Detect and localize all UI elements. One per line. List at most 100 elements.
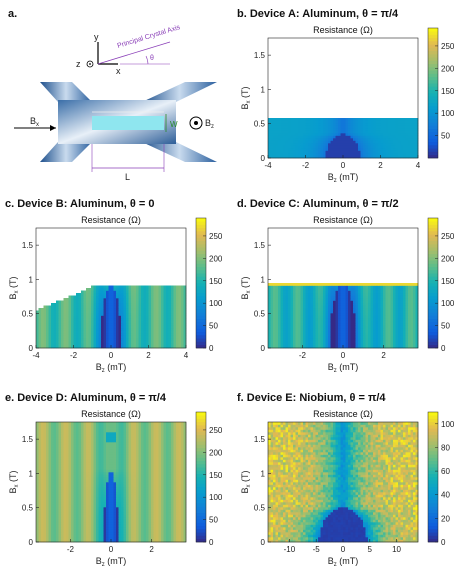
heatmap-cell xyxy=(103,315,107,319)
heatmap-cell xyxy=(363,330,366,334)
heatmap-cell xyxy=(56,310,59,314)
plot-title: Resistance (Ω) xyxy=(81,409,141,419)
heatmap-cell xyxy=(168,524,172,528)
heatmap-cell xyxy=(71,509,74,513)
heatmap-cell xyxy=(146,517,149,520)
heatmap-cell xyxy=(305,325,309,329)
heatmap-cell xyxy=(151,512,154,515)
heatmap-cell xyxy=(273,338,276,341)
heatmap-cell xyxy=(328,335,331,339)
heatmap-cell xyxy=(290,140,294,144)
heatmap-cell xyxy=(373,120,376,124)
heatmap-cell xyxy=(123,529,127,533)
heatmap-cell xyxy=(101,514,104,518)
heatmap-cell xyxy=(280,303,284,306)
colorbar-segment xyxy=(428,76,438,81)
heatmap-cell xyxy=(308,143,311,146)
heatmap-cell xyxy=(126,288,129,291)
heatmap-cell xyxy=(275,143,279,146)
heatmap-cell xyxy=(313,290,316,294)
heatmap-cell xyxy=(290,293,294,296)
heatmap-cell xyxy=(53,512,57,515)
heatmap-cell xyxy=(328,140,331,144)
heatmap-cell xyxy=(295,310,299,314)
heatmap-cell xyxy=(51,517,54,520)
heatmap-cell xyxy=(143,323,147,326)
heatmap-cell xyxy=(383,120,386,124)
heatmap-cell xyxy=(58,335,62,339)
heatmap-cell xyxy=(313,138,316,141)
heatmap-cell xyxy=(78,338,82,341)
heatmap-cell xyxy=(405,140,409,144)
heatmap-cell xyxy=(98,315,102,319)
heatmap-cell xyxy=(360,143,364,146)
heatmap-cell xyxy=(78,517,82,520)
heatmap-cell xyxy=(318,130,321,134)
heatmap-cell xyxy=(378,290,381,294)
heatmap-cell xyxy=(171,519,174,523)
heatmap-cell xyxy=(365,135,369,139)
heatmap-cell xyxy=(81,514,84,518)
heatmap-cell xyxy=(328,303,331,306)
heatmap-cell xyxy=(390,340,394,344)
heatmap-cell xyxy=(323,335,326,339)
heatmap-cell xyxy=(98,532,102,535)
heatmap-cell xyxy=(375,145,379,149)
heatmap-cell xyxy=(63,512,67,515)
heatmap-cell xyxy=(138,532,142,535)
heatmap-cell xyxy=(173,340,177,344)
heatmap-cell xyxy=(360,118,364,121)
heatmap-cell xyxy=(98,330,102,334)
heatmap-cell xyxy=(305,330,309,334)
heatmap-cell xyxy=(408,125,411,129)
heatmap-cell xyxy=(385,143,389,146)
heatmap-cell xyxy=(96,514,99,518)
heatmap-cell xyxy=(153,539,157,543)
colorbar-segment xyxy=(428,145,438,149)
heatmap-cell xyxy=(156,288,159,291)
heatmap-cell xyxy=(388,290,391,294)
heatmap-cell xyxy=(408,148,411,151)
heatmap-cell xyxy=(93,343,97,346)
heatmap-cell xyxy=(385,145,389,149)
heatmap-cell xyxy=(318,318,321,321)
heatmap-cell xyxy=(323,345,326,349)
heatmap-cell xyxy=(71,335,74,339)
heatmap-cell xyxy=(91,315,94,319)
heatmap-cell xyxy=(166,514,169,518)
heatmap-cell xyxy=(173,522,177,525)
heatmap-cell xyxy=(373,320,376,324)
heatmap-cell xyxy=(178,519,182,523)
heatmap-cell xyxy=(375,318,379,321)
heatmap-cell xyxy=(335,318,339,321)
heatmap-cell xyxy=(161,315,164,319)
heatmap-cell xyxy=(138,527,142,530)
heatmap-cell xyxy=(273,345,276,349)
heatmap-cell xyxy=(375,335,379,339)
heatmap-cell xyxy=(118,315,122,319)
heatmap-cell xyxy=(310,298,314,301)
heatmap-cell xyxy=(408,330,411,334)
heatmap-cell xyxy=(360,290,364,294)
heatmap-cell xyxy=(118,288,122,291)
heatmap-cell xyxy=(86,310,89,314)
heatmap-cell xyxy=(273,298,276,301)
heatmap-cell xyxy=(323,303,326,306)
heatmap-cell xyxy=(373,343,376,346)
heatmap-cell xyxy=(173,343,177,346)
heatmap-cell xyxy=(76,537,79,540)
heatmap-cell xyxy=(370,298,374,301)
heatmap-cell xyxy=(315,308,319,311)
heatmap-cell xyxy=(288,333,291,336)
colorbar-segment xyxy=(428,263,438,268)
heatmap-cell xyxy=(163,507,167,510)
heatmap-cell xyxy=(318,148,321,151)
heatmap-cell xyxy=(325,333,329,336)
heatmap-cell xyxy=(333,128,336,131)
heatmap-cell xyxy=(400,155,404,159)
heatmap-cell xyxy=(163,300,167,304)
heatmap-cell xyxy=(300,145,304,149)
heatmap-cell xyxy=(111,328,114,331)
heatmap-cell xyxy=(403,320,406,324)
heatmap-cell xyxy=(83,519,87,523)
